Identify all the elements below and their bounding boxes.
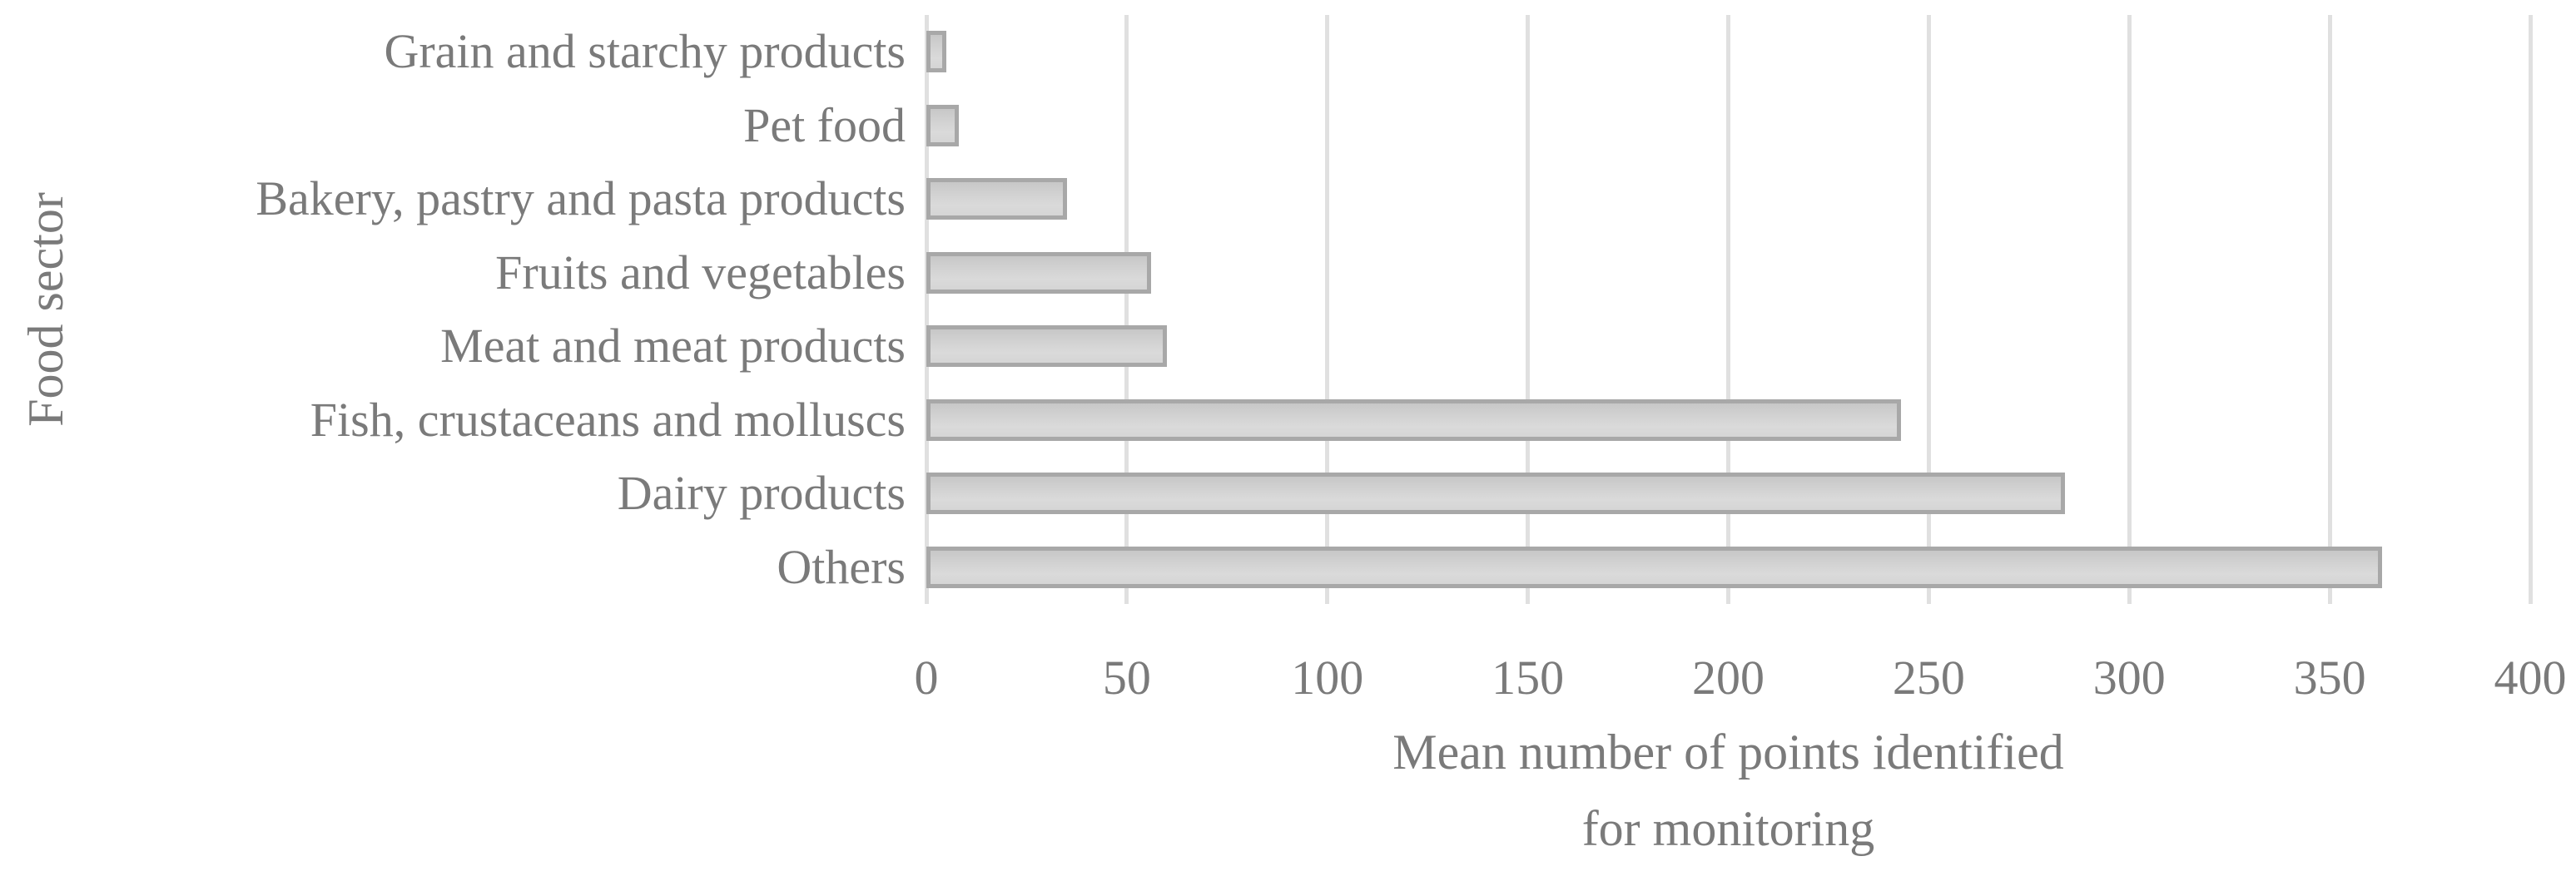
bar-3 xyxy=(926,251,1151,294)
x-axis-title-line2: for monitoring xyxy=(1581,801,1875,856)
gridline-x-50 xyxy=(1124,15,1129,604)
gridline-x-300 xyxy=(2127,15,2132,604)
category-label-5: Fish, crustaceans and molluscs xyxy=(310,392,906,447)
category-label-4: Meat and meat products xyxy=(440,319,906,374)
x-tick-label-300: 300 xyxy=(2092,651,2166,705)
category-label-6: Dairy products xyxy=(617,466,906,521)
x-tick-label-150: 150 xyxy=(1491,651,1565,705)
x-tick-label-50: 50 xyxy=(1102,651,1151,705)
x-axis-title-line1: Mean number of points identified xyxy=(1392,725,2064,780)
gridline-x-150 xyxy=(1526,15,1531,604)
bar-7 xyxy=(926,546,2382,588)
x-axis-title: Mean number of points identified for mon… xyxy=(926,714,2530,867)
category-label-1: Pet food xyxy=(743,97,906,152)
x-tick-label-350: 350 xyxy=(2293,651,2366,705)
category-label-2: Bakery, pastry and pasta products xyxy=(256,171,906,226)
gridline-x-400 xyxy=(2528,15,2533,604)
bar-6 xyxy=(926,473,2066,515)
x-tick-label-200: 200 xyxy=(1692,651,1764,705)
bar-5 xyxy=(926,398,1901,441)
gridline-x-250 xyxy=(1926,15,1931,604)
category-label-0: Grain and starchy products xyxy=(384,24,906,79)
category-labels: Grain and starchy products Pet food Bakery… xyxy=(0,15,906,604)
x-tick-label-100: 100 xyxy=(1291,651,1364,705)
category-label-7: Others xyxy=(777,539,906,594)
x-tick-label-400: 400 xyxy=(2494,651,2567,705)
gridline-x-0 xyxy=(924,15,929,604)
x-tick-label-250: 250 xyxy=(1892,651,1965,705)
bar-0 xyxy=(926,31,947,73)
category-label-3: Fruits and vegetables xyxy=(495,245,906,299)
gridline-x-200 xyxy=(1726,15,1730,604)
gridline-x-350 xyxy=(2327,15,2332,604)
x-tick-label-0: 0 xyxy=(914,651,939,705)
plot-area xyxy=(924,15,2533,604)
bar-4 xyxy=(926,325,1168,368)
bar-2 xyxy=(926,178,1067,220)
bar-1 xyxy=(926,104,959,146)
gridline-x-100 xyxy=(1325,15,1330,604)
